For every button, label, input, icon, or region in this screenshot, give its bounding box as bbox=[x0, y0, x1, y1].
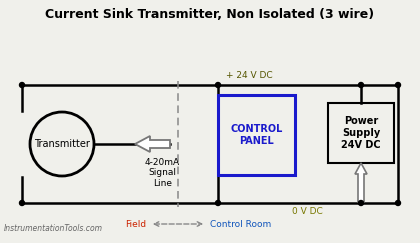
Polygon shape bbox=[355, 163, 367, 202]
Circle shape bbox=[215, 200, 220, 206]
Circle shape bbox=[19, 200, 24, 206]
Text: + 24 V DC: + 24 V DC bbox=[226, 71, 273, 80]
Text: Transmitter: Transmitter bbox=[34, 139, 90, 149]
Circle shape bbox=[359, 200, 363, 206]
Circle shape bbox=[19, 83, 24, 87]
Circle shape bbox=[396, 200, 401, 206]
Text: Current Sink Transmitter, Non Isolated (3 wire): Current Sink Transmitter, Non Isolated (… bbox=[45, 8, 375, 21]
Text: Control Room: Control Room bbox=[210, 219, 271, 228]
Text: InstrumentationTools.com: InstrumentationTools.com bbox=[4, 224, 103, 233]
Circle shape bbox=[215, 83, 220, 87]
Circle shape bbox=[359, 83, 363, 87]
Text: 0 V DC: 0 V DC bbox=[292, 207, 323, 216]
Text: Power
Supply
24V DC: Power Supply 24V DC bbox=[341, 116, 381, 150]
Text: CONTROL
PANEL: CONTROL PANEL bbox=[230, 124, 283, 146]
Bar bbox=[328, 103, 394, 163]
Text: Field: Field bbox=[125, 219, 146, 228]
Text: 4-20mA
Signal
Line: 4-20mA Signal Line bbox=[145, 158, 180, 188]
Circle shape bbox=[396, 83, 401, 87]
Polygon shape bbox=[135, 136, 170, 152]
Bar bbox=[218, 95, 295, 175]
